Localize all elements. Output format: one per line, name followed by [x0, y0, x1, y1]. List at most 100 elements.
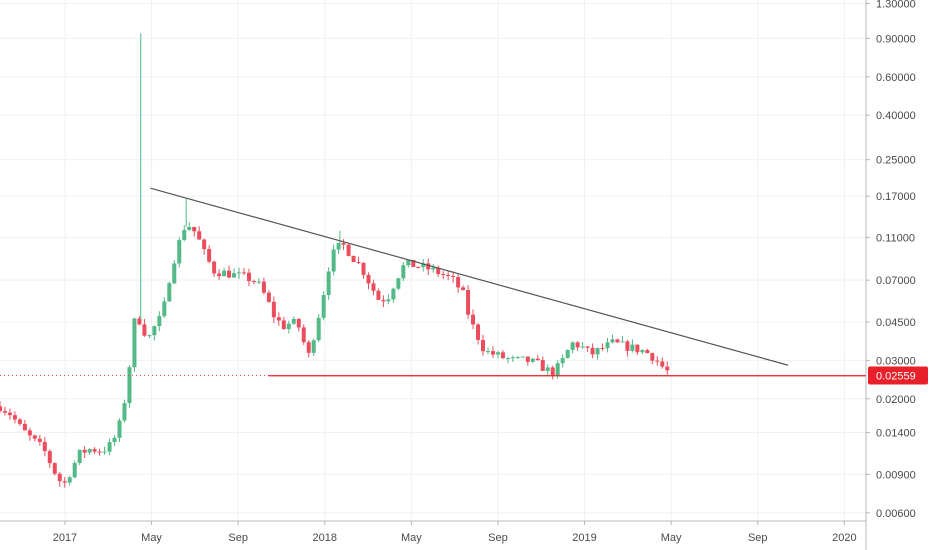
y-tick-label: 0.11000	[876, 232, 915, 244]
candle-up	[77, 449, 82, 464]
x-tick-label: 2018	[313, 532, 337, 544]
trendline	[150, 187, 789, 366]
x-tick-label: May	[401, 532, 422, 544]
candle-down	[271, 301, 276, 318]
candle-up	[421, 263, 426, 268]
candle-down	[251, 281, 256, 283]
candle-up	[580, 346, 585, 348]
candle-down	[47, 451, 52, 464]
candle-up	[67, 477, 72, 483]
x-tick-label: Sep	[228, 532, 248, 544]
candle-up	[520, 356, 525, 358]
candle-down	[341, 243, 346, 245]
candle-up	[391, 288, 396, 300]
candle-down	[92, 449, 97, 452]
y-tick-label: 0.03000	[876, 355, 916, 367]
candle-up	[157, 316, 162, 327]
candle-up	[122, 403, 127, 421]
candle-up	[112, 437, 117, 443]
candle-down	[625, 341, 630, 351]
last-price-tag[interactable]: 0.02559	[868, 366, 928, 385]
candle-down	[376, 290, 381, 300]
candle-up	[630, 344, 635, 351]
candle-up	[510, 357, 515, 359]
y-tick-label: 0.00900	[876, 469, 916, 481]
candle-down	[600, 347, 605, 349]
candle-up	[331, 249, 336, 272]
candle-up	[132, 318, 137, 368]
candle-down	[276, 317, 281, 321]
candle-down	[471, 314, 476, 325]
candle-down	[142, 324, 147, 336]
candle-down	[451, 275, 456, 278]
candle-up	[321, 295, 326, 318]
x-tick-label: 2020	[832, 532, 856, 544]
y-tick-label: 0.04500	[876, 317, 916, 329]
candle-up	[222, 270, 227, 277]
candle-down	[301, 327, 306, 343]
candle-down	[27, 430, 32, 436]
candle-up	[396, 278, 401, 289]
candle-up	[565, 349, 570, 359]
x-tick-label: 2019	[572, 532, 596, 544]
candle-down	[137, 318, 142, 325]
candle-up	[172, 263, 177, 284]
candle-up	[595, 347, 600, 355]
candle-down	[22, 423, 27, 431]
candle-down	[665, 366, 670, 371]
candle-up	[485, 351, 490, 353]
candle-up	[530, 358, 535, 362]
candle-up	[336, 243, 341, 250]
candle-down	[266, 292, 271, 302]
candle-up	[386, 299, 391, 302]
candle-down	[346, 244, 351, 256]
candle-down	[461, 287, 466, 291]
candle-down	[57, 473, 62, 482]
candles	[0, 33, 670, 488]
candle-down	[476, 324, 481, 340]
y-tick-label: 0.40000	[876, 110, 916, 122]
candle-down	[7, 412, 12, 416]
y-tick-label: 0.07000	[876, 275, 916, 287]
candle-down	[446, 274, 451, 276]
candle-down	[426, 263, 431, 270]
y-tick-label: 0.01400	[876, 428, 916, 440]
candle-down	[12, 415, 17, 420]
candle-down	[32, 435, 37, 439]
candle-up	[187, 226, 192, 231]
candle-down	[97, 451, 102, 453]
candle-up	[401, 265, 406, 279]
x-axis-ticks: 2017 May Sep 2018 May Sep 2019 May Sep 2020	[53, 521, 857, 544]
candle-down	[650, 353, 655, 361]
candle-up	[605, 342, 610, 349]
candle-down	[42, 441, 47, 452]
y-tick-label: 0.90000	[876, 33, 916, 45]
x-tick-label: May	[141, 532, 162, 544]
candle-down	[655, 360, 660, 362]
candle-down	[246, 272, 251, 282]
candle-down	[241, 272, 246, 274]
x-tick-label: Sep	[488, 532, 508, 544]
last-price-label: 0.02559	[876, 370, 916, 382]
y-tick-label: 0.25000	[876, 155, 916, 167]
candle-down	[645, 350, 650, 354]
candle-down	[456, 277, 461, 288]
candle-up	[316, 317, 321, 341]
y-tick-label: 0.00600	[876, 508, 916, 520]
candle-down	[366, 274, 371, 284]
candle-down	[227, 270, 232, 278]
y-tick-label: 0.60000	[876, 72, 916, 84]
candle-up	[620, 341, 625, 343]
candle-down	[37, 438, 42, 442]
candle-down	[0, 406, 2, 412]
x-tick-label: 2017	[53, 532, 77, 544]
candle-down	[615, 339, 620, 343]
candle-down	[306, 342, 311, 353]
candle-up	[107, 442, 112, 452]
candle-down	[351, 255, 356, 262]
candle-down	[212, 261, 217, 274]
candle-down	[540, 359, 545, 371]
candle-down	[525, 356, 530, 362]
candle-up	[545, 367, 550, 371]
